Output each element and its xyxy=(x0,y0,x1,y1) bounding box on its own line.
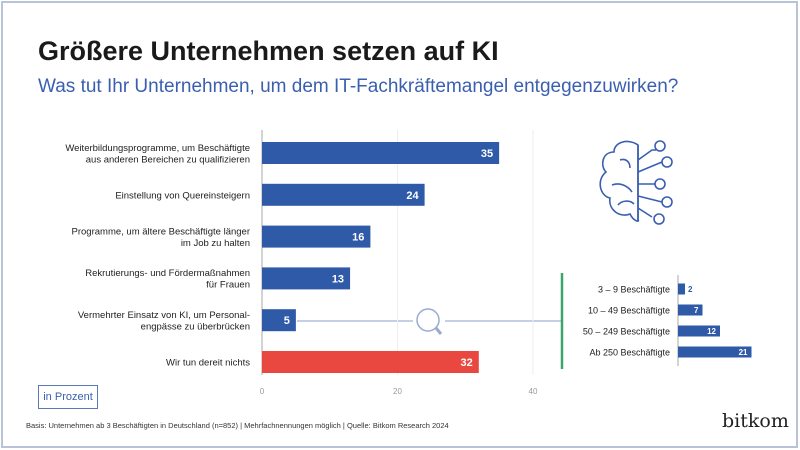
bar xyxy=(262,183,425,206)
category-label: für Frauen xyxy=(206,280,250,291)
magnifier-icon xyxy=(416,308,443,335)
bar xyxy=(262,267,351,290)
category-label: Weiterbildungsprogramme, um Beschäftigte xyxy=(65,143,250,154)
x-tick-label: 40 xyxy=(529,387,538,396)
category-label: Vermehrter Einsatz von KI, um Personal- xyxy=(78,310,250,321)
inset-bar xyxy=(678,283,685,295)
inset-category-label: 3 – 9 Beschäftigte xyxy=(598,285,670,295)
inset-bar xyxy=(678,304,703,316)
inset-bar xyxy=(678,325,720,337)
category-label: Einstellung von Quereinsteigern xyxy=(115,190,250,201)
bar-value-label: 13 xyxy=(332,273,344,285)
inset-category-label: 10 – 49 Beschäftigte xyxy=(588,306,670,316)
inset-category-label: 50 – 249 Beschäftigte xyxy=(583,327,670,337)
inset-value-label: 2 xyxy=(688,285,693,294)
inset-category-label: Ab 250 Beschäftigte xyxy=(589,348,670,358)
x-tick-label: 0 xyxy=(260,387,265,396)
bar-value-label: 32 xyxy=(461,357,473,369)
inset-value-label: 7 xyxy=(694,306,699,315)
bar xyxy=(262,225,371,248)
subtitle: Was tut Ihr Unternehmen, um dem IT-Fachk… xyxy=(38,76,679,97)
inset-value-label: 21 xyxy=(739,348,748,357)
bar-value-label: 5 xyxy=(284,315,290,327)
category-label: Wir tun dereit nichts xyxy=(166,358,250,369)
category-label: Rekrutierungs- und Fördermaßnahmen xyxy=(85,268,250,279)
bitkom-logo: bitkom xyxy=(722,410,789,432)
page-title: Größere Unternehmen setzen auf KI xyxy=(38,36,499,66)
unit-label: in Prozent xyxy=(38,385,98,409)
bar xyxy=(262,351,479,373)
category-label: aus anderen Bereichen zu qualifizieren xyxy=(86,154,250,165)
ai-brain-circuit-icon xyxy=(599,140,673,225)
x-tick-label: 20 xyxy=(393,387,402,396)
bar-value-label: 35 xyxy=(481,148,493,160)
bar xyxy=(262,309,296,332)
bar-value-label: 24 xyxy=(406,190,419,202)
footer-source: Basis: Unternehmen ab 3 Beschäftigten in… xyxy=(26,421,449,430)
category-label: im Job zu halten xyxy=(181,238,250,249)
inset-bar xyxy=(678,346,752,358)
category-label: engpässe zu überbrücken xyxy=(141,321,250,332)
bar xyxy=(262,142,500,164)
category-label: Programme, um ältere Beschäftigte länger xyxy=(72,226,250,237)
bar-value-label: 16 xyxy=(352,232,364,244)
inset-value-label: 12 xyxy=(707,327,716,336)
